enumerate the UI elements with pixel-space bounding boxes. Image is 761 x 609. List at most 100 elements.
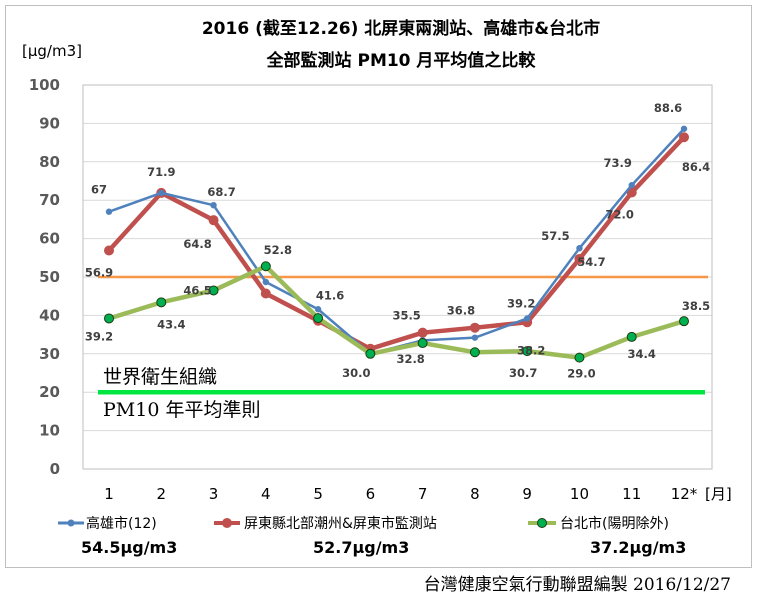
data-label-taipei-6: 30.0: [342, 366, 370, 380]
point-kaohsiung-4: [262, 278, 270, 286]
reference-lines: [98, 275, 708, 395]
x-tick-3: 3: [209, 485, 219, 503]
y-tick-0: 0: [50, 460, 60, 478]
legend-marker-pingtung: [222, 518, 232, 528]
y-tick-labels: 0 10 20 30 40 50 60 70 80 90 100: [29, 76, 60, 478]
legend-label-kaohsiung: 高雄市(12): [86, 515, 157, 532]
who-guideline-label-line2: PM10 年平均準則: [103, 399, 260, 421]
point-taipei-3: [208, 285, 219, 296]
x-tick-4: 4: [261, 485, 271, 503]
point-pingtung-8: [469, 322, 480, 333]
data-label-kaohsiung-1: 67: [91, 183, 107, 197]
data-label-kaohsiung-9: 39.2: [507, 296, 535, 310]
data-label-taipei-12: 38.5: [682, 299, 710, 313]
data-label-pingtung-12: 86.4: [682, 160, 710, 174]
x-tick-8: 8: [470, 485, 480, 503]
legend-marker-taipei: [537, 518, 547, 528]
point-taipei-11: [626, 331, 637, 342]
chart-frame: [5, 5, 752, 568]
series-line-taipei: [108, 263, 685, 360]
data-label-taipei-3: 46.5: [183, 283, 211, 297]
data-label-taipei-1: 39.2: [85, 329, 113, 343]
point-kaohsiung-3: [210, 201, 217, 209]
x-tick-2: 2: [156, 485, 166, 503]
point-taipei-12: [679, 316, 689, 327]
point-kaohsiung-12: [680, 125, 688, 132]
point-taipei-4: [260, 261, 271, 272]
x-tick-7: 7: [418, 485, 428, 503]
y-tick-20: 20: [39, 383, 60, 401]
data-label-kaohsiung-10: 57.5: [541, 229, 569, 243]
x-axis-unit: [月]: [705, 485, 732, 503]
chart-title: 2016 (截至12.26) 北屏東兩測站、高雄市&台北市: [202, 18, 600, 39]
credit-text: 台灣健康空氣行動聯盟編製 2016/12/27: [424, 575, 731, 595]
y-tick-10: 10: [39, 422, 60, 440]
y-axis-unit: [μg/m3]: [22, 42, 82, 60]
point-taipei-10: [574, 352, 585, 363]
data-label-pingtung-7: 35.5: [392, 309, 420, 323]
x-tick-9: 9: [522, 485, 532, 503]
x-tick-1: 1: [104, 485, 114, 503]
x-tick-11: 11: [622, 485, 641, 503]
point-pingtung-7: [417, 327, 428, 338]
point-kaohsiung-5: [314, 306, 322, 313]
data-label-pingtung-10: 54.7: [577, 255, 605, 269]
legend-item-kaohsiung: 高雄市(12): [58, 515, 157, 532]
legend-item-pingtung: 屏東縣北部潮州&屏東市監測站: [214, 515, 437, 532]
point-taipei-6: [365, 348, 376, 359]
point-pingtung-10: [574, 253, 585, 264]
x-tick-6: 6: [366, 485, 376, 503]
y-tick-50: 50: [39, 268, 60, 286]
data-label-kaohsiung-11: 73.9: [604, 156, 632, 170]
point-taipei-7: [417, 338, 428, 349]
point-kaohsiung-10: [576, 245, 583, 252]
data-label-taipei-10: 29.0: [567, 367, 595, 381]
data-label-kaohsiung-5: 41.6: [316, 288, 344, 302]
y-tick-100: 100: [29, 76, 60, 94]
x-tick-labels: 1 2 3 4 5 6 7 8 9 10 11 12*: [104, 485, 698, 503]
data-label-pingtung-11: 72.0: [606, 208, 634, 222]
legend: 高雄市(12) 屏東縣北部潮州&屏東市監測站 台北市(陽明除外) 54.5μg/…: [58, 515, 686, 557]
point-pingtung-1: [104, 245, 114, 256]
gridlines: [82, 84, 713, 470]
plot-area-border: [82, 84, 713, 470]
point-pingtung-3: [208, 215, 219, 226]
data-label-pingtung-3: 64.8: [183, 237, 211, 251]
average-pingtung: 52.7μg/m3: [313, 538, 409, 557]
point-taipei-8: [469, 347, 480, 358]
point-kaohsiung-2: [158, 189, 165, 197]
data-label-kaohsiung-12: 88.6: [654, 101, 682, 115]
point-taipei-1: [104, 313, 114, 324]
data-label-pingtung-2: 71.9: [147, 165, 175, 179]
who-guideline-label-line1: 世界衛生組織: [103, 366, 217, 388]
data-label-pingtung-8: 36.8: [447, 304, 475, 318]
point-taipei-9: [522, 346, 533, 357]
average-kaohsiung: 54.5μg/m3: [81, 538, 177, 557]
x-tick-10: 10: [570, 485, 589, 503]
point-pingtung-12: [679, 132, 689, 143]
legend-label-taipei: 台北市(陽明除外): [560, 515, 669, 532]
y-tick-70: 70: [39, 191, 60, 209]
series-line-pingtung: [107, 135, 686, 352]
data-labels: 67 68.7 41.6 39.2 57.5 73.9 88.6 56.9 71.9 64.8 35…: [85, 101, 710, 381]
y-tick-60: 60: [39, 230, 60, 248]
data-label-taipei-2: 43.4: [157, 317, 185, 331]
point-kaohsiung-9: [523, 315, 531, 322]
legend-item-taipei: 台北市(陽明除外): [528, 515, 669, 532]
chart-subtitle: 全部監測站 PM10 月平均值之比較: [266, 50, 537, 71]
y-tick-80: 80: [39, 153, 60, 171]
point-kaohsiung-8: [471, 334, 479, 341]
point-kaohsiung-11: [628, 182, 635, 189]
x-tick-12star: 12*: [671, 485, 698, 503]
data-label-taipei-9: 30.7: [509, 366, 537, 380]
y-tick-30: 30: [39, 345, 60, 363]
data-label-pingtung-9: 38.2: [517, 343, 545, 357]
x-tick-5: 5: [313, 485, 323, 503]
point-kaohsiung-1: [105, 208, 113, 215]
series-lines: [104, 125, 689, 363]
point-taipei-2: [156, 297, 167, 308]
data-label-taipei-7: 32.8: [396, 352, 424, 366]
point-pingtung-4: [260, 288, 271, 299]
y-tick-40: 40: [39, 306, 60, 324]
